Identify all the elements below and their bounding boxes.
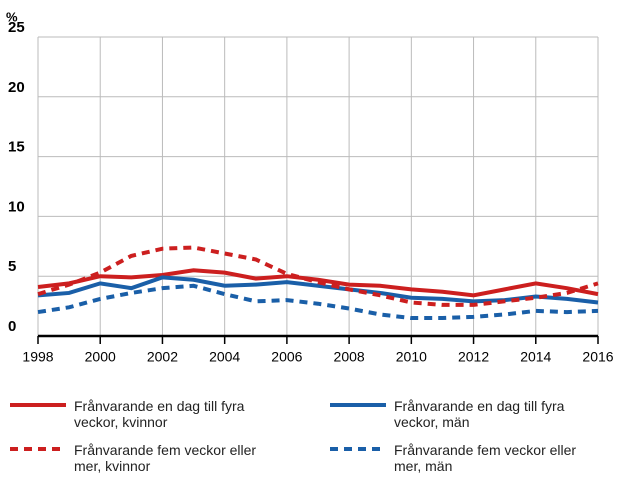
y-tick-label: 25	[8, 19, 25, 36]
x-tick-label: 1998	[22, 349, 53, 365]
x-tick-label: 2006	[271, 349, 302, 365]
x-tick-label: 2010	[396, 349, 427, 365]
series-line	[37, 245, 599, 307]
legend-swatch	[10, 447, 66, 451]
x-tick-label: 2008	[334, 349, 365, 365]
legend-swatch	[330, 403, 386, 407]
x-tick-label: 2012	[458, 349, 489, 365]
chart: % 0 5 10 15 20 25 1998 2000 2002 2004 2006 2008 2010…	[6, 9, 614, 365]
legend-swatch	[330, 447, 386, 451]
legend-label: Frånvarande fem veckor eller mer, män	[394, 442, 577, 474]
legend-swatch	[10, 403, 66, 407]
y-tick-label: 15	[8, 139, 25, 156]
x-tick-label: 2002	[147, 349, 178, 365]
series-line	[37, 283, 599, 321]
legend-label: Frånvarande en dag till fyra veckor, kvi…	[74, 398, 245, 430]
y-tick-label: 5	[8, 258, 16, 275]
x-tick-label: 2004	[209, 349, 240, 365]
legend-label: Frånvarande fem veckor eller mer, kvinno…	[74, 442, 257, 474]
x-tick-label: 2016	[582, 349, 613, 365]
x-tick-label: 2014	[520, 349, 551, 365]
y-tick-label: 0	[8, 318, 16, 335]
y-tick-label: 10	[8, 198, 25, 215]
y-axis-label: %	[6, 9, 18, 24]
x-tick-label: 2000	[85, 349, 116, 365]
y-tick-label: 20	[8, 79, 25, 96]
series-line	[37, 268, 599, 298]
legend-label: Frånvarande en dag till fyra veckor, män	[394, 398, 565, 430]
